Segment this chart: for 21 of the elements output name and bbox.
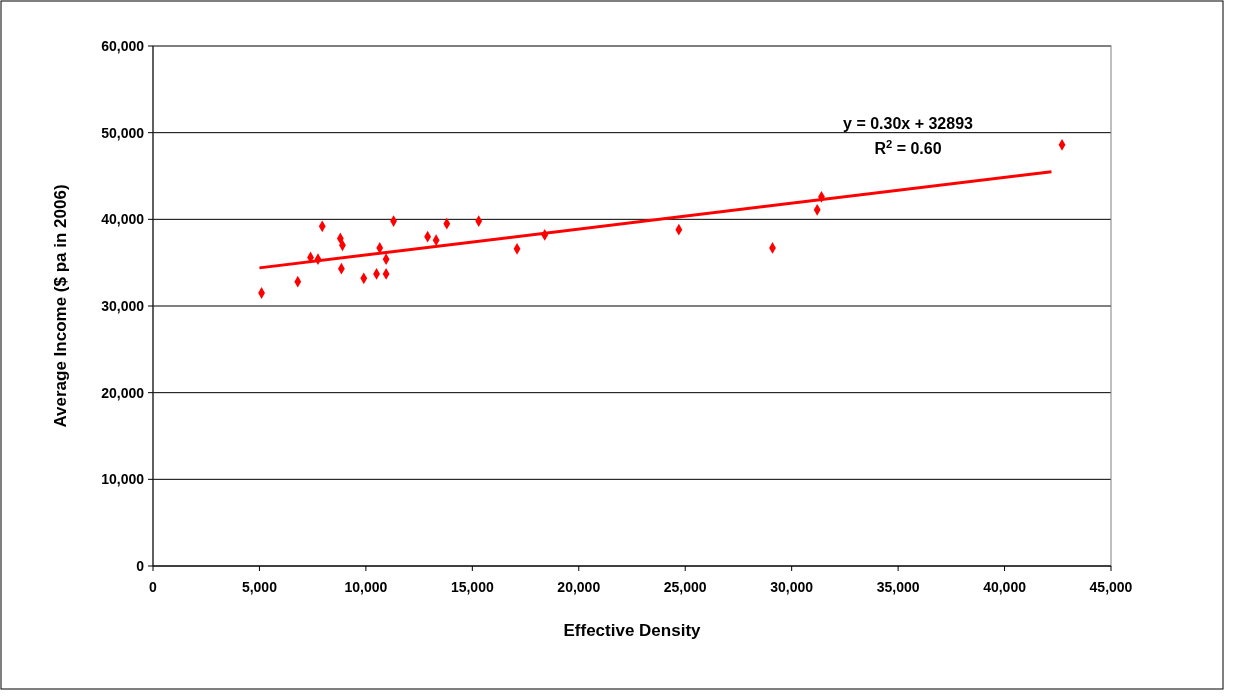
y-tick-label: 10,000 [101,471,145,488]
annotation: R$^{2}$ = 0.60 [874,138,942,157]
x-tick-label: 35,000 [876,579,920,595]
x-tick-label: 10,000 [344,579,388,595]
y-axis-title: Average Income ($ pa in 2006) [51,184,70,428]
x-tick-label: 40,000 [983,579,1027,595]
x-tick-label: 20,000 [557,579,601,595]
x-tick-label: 45,000 [1089,579,1133,595]
x-axis-title: Effective Density [563,621,702,640]
annotation: y = 0.30x + 32893 [843,115,974,132]
y-tick-label: 0 [136,557,145,574]
x-tick-label: 30,000 [770,579,814,595]
y-tick-label: 60,000 [101,37,145,54]
y-tick-label: 30,000 [101,297,145,314]
x-tick-label: 5,000 [241,579,278,595]
x-tick-label: 0 [149,579,158,595]
y-tick-label: 20,000 [101,384,145,401]
y-tick-label: 40,000 [101,211,145,228]
y-tick-label: 50,000 [101,124,145,141]
x-tick-label: 15,000 [450,579,494,595]
x-tick-label: 25,000 [663,579,707,595]
